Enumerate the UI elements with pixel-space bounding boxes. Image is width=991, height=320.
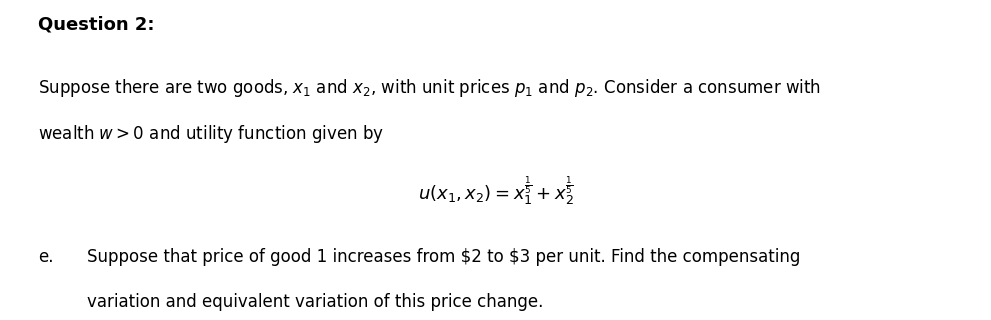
Text: $u(x_1, x_2) = x_1^{\frac{1}{5}} + x_2^{\frac{1}{5}}$: $u(x_1, x_2) = x_1^{\frac{1}{5}} + x_2^{… bbox=[417, 174, 574, 208]
Text: Question 2:: Question 2: bbox=[38, 16, 155, 34]
Text: Suppose that price of good 1 increases from \$2 to \$3 per unit. Find the compen: Suppose that price of good 1 increases f… bbox=[87, 248, 801, 266]
Text: Suppose there are two goods, $x_1$ and $x_2$, with unit prices $p_1$ and $p_2$. : Suppose there are two goods, $x_1$ and $… bbox=[38, 77, 821, 99]
Text: variation and equivalent variation of this price change.: variation and equivalent variation of th… bbox=[87, 293, 544, 311]
Text: e.: e. bbox=[38, 248, 54, 266]
Text: wealth $w > 0$ and utility function given by: wealth $w > 0$ and utility function give… bbox=[38, 123, 384, 145]
